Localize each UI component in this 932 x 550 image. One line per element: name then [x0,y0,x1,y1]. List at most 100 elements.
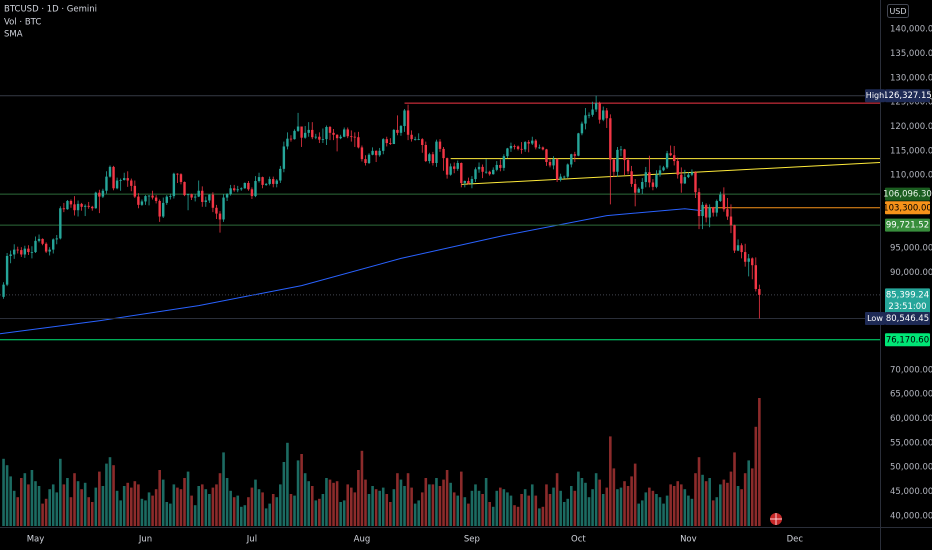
candle-body [186,194,190,196]
volume-bar [530,484,534,526]
candle-body [364,159,367,164]
candle-body [119,180,122,181]
volume-bar [247,497,250,526]
candle-body [499,164,502,168]
volume-bar [456,495,460,526]
volume-bar [513,505,516,526]
price-tag: High [866,91,884,100]
candle-body [300,126,303,138]
candle-body [729,216,733,226]
volume-bar [122,486,126,526]
volume-bar [204,489,208,526]
candle-body [609,118,612,160]
volume-bar [708,478,711,526]
volume-bar [616,489,619,526]
candle-body [541,147,545,150]
volume-bar [325,478,328,526]
volume-bar [562,502,566,526]
candle-body [513,145,516,147]
candle-body [570,154,573,165]
candle-body [261,177,264,185]
price-tag-box [865,311,885,325]
volume-bar [5,465,9,526]
candle-body [83,205,87,207]
candle-body [399,126,403,133]
candle-body [73,204,76,211]
chart-title: BTCUSD · 1D · Gemini [4,5,97,15]
drawing-layer [0,95,881,341]
volume-bar [747,460,751,526]
volume-bar [119,500,122,526]
candle-body [555,159,559,181]
candle-body [91,206,94,209]
volume-bar [364,479,367,526]
candle-body [236,189,239,191]
candle-body [396,129,399,133]
candle-body [736,245,740,251]
volume-bar [186,471,190,526]
volume-bar [108,457,112,526]
candle-body [648,172,651,183]
candle-body [552,159,555,166]
candle-body [105,176,108,191]
volume-bar [506,492,509,526]
y-tick-label: 65,000.00 [890,390,932,400]
candle-body [584,115,587,124]
candle-body [633,183,637,193]
volume-bar [239,506,243,526]
candle-body [438,141,442,149]
volume-bar [420,492,424,526]
volume-bar [66,478,69,526]
candle-body [190,194,193,198]
volume-bar [73,473,76,526]
volume-bar [701,474,704,526]
volume-bar [293,495,296,526]
volume-bar [743,473,747,526]
candle-body [754,265,758,290]
candle-body [169,196,172,197]
volume-bar [580,478,584,526]
volume-bar [183,478,186,526]
volume-bar [406,473,410,526]
volume-bar [289,494,293,526]
candle-body [144,196,147,202]
candle-body [325,126,328,140]
candle-body [286,138,289,147]
volume-bar [360,450,364,526]
volume-bar [349,487,353,526]
candle-body [651,182,655,187]
candle-body [371,150,374,155]
volume-bar [417,500,421,526]
volume-bar [566,498,570,526]
candle-body [463,181,467,183]
candle-body [669,153,672,156]
candle-body [328,126,332,133]
volume-bar [144,500,147,526]
volume-bar [392,489,396,526]
candle-body [34,240,37,253]
candle-body [672,155,676,162]
candle-body [204,200,208,202]
candle-body [108,166,112,177]
volume-bar [257,489,261,526]
candle-body [208,194,211,201]
price-label: 103,300.00 [883,203,932,213]
candle-body [130,180,133,186]
volume-bar [69,497,73,526]
candle-body [467,181,470,184]
volume-bar [637,503,641,526]
candle-body [580,123,584,134]
volume-bar [112,465,115,526]
price-label: 80,546.45 [886,314,929,324]
volume-bar [303,473,307,526]
candle-body [335,134,339,139]
volume-bar [630,476,633,526]
x-tick-label: Dec [787,535,804,545]
volume-bar [307,481,311,526]
volume-bar [225,478,229,526]
candle-body [115,180,119,189]
price-label: 76,170.60 [886,335,929,345]
candle-body [712,207,715,213]
candle-body [520,148,523,150]
